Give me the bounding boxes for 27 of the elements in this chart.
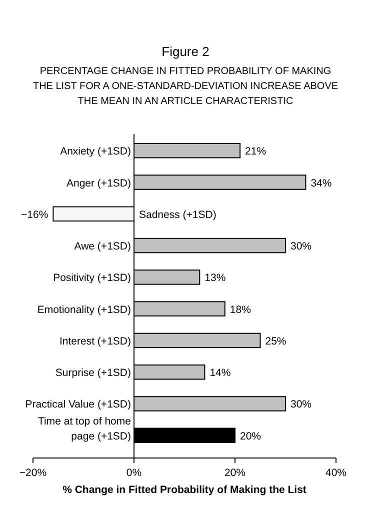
- data-label: 25%: [265, 335, 286, 348]
- y-tick-label: Anger (+1SD): [66, 177, 131, 190]
- y-tick-label: Positivity (+1SD): [53, 272, 131, 284]
- y-tick-label: Interest (+1SD): [60, 335, 131, 348]
- data-label: 14%: [210, 367, 231, 380]
- data-label: 34%: [310, 177, 332, 190]
- x-tick-label: 0%: [126, 467, 142, 479]
- data-label: −16%: [21, 208, 48, 221]
- chart-subtitle: PERCENTAGE CHANGE IN FITTED PROBABILITY OF MAKING THE LIST FOR A ONE-STANDARD-DEVIATION INCREASE ABOVE THE MEAN IN AN ARTICLE CHARACTERISTIC: [32, 66, 338, 107]
- data-label: 13%: [204, 272, 226, 284]
- x-axis-title: % Change in Fitted Probability of Making the List: [62, 484, 307, 496]
- y-tick-label: Awe (+1SD): [74, 240, 131, 253]
- y-tick-label: Time at top of home page (+1SD): [38, 415, 132, 442]
- x-tick-label: 40%: [325, 467, 347, 479]
- y-tick-label: Emotionality (+1SD): [37, 304, 131, 316]
- data-label: 21%: [245, 146, 266, 158]
- data-label: 30%: [290, 240, 312, 253]
- x-tick-label: 20%: [224, 467, 246, 479]
- data-label: 30%: [290, 398, 312, 411]
- data-label: 18%: [230, 304, 251, 316]
- data-label: 20%: [240, 430, 262, 442]
- y-tick-label: Anxiety (+1SD): [60, 146, 131, 158]
- y-tick-label: Surprise (+1SD): [55, 367, 131, 380]
- chart-title: Figure 2: [162, 44, 210, 59]
- x-tick-label: −20%: [19, 467, 47, 479]
- y-tick-label: Sadness (+1SD): [139, 208, 216, 221]
- y-tick-label: Practical Value (+1SD): [25, 398, 131, 411]
